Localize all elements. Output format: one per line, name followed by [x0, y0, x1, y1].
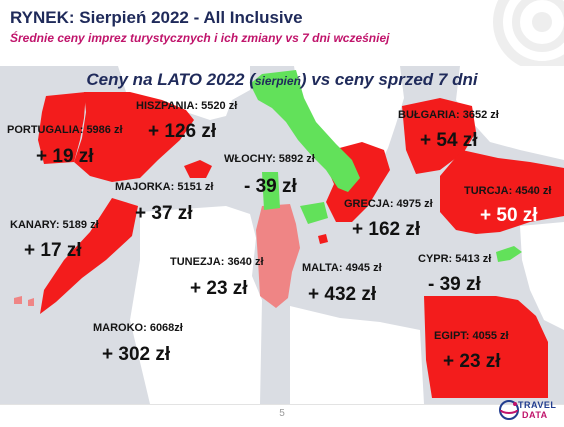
land-egypt — [424, 296, 548, 398]
change-maroko: + 302 zł — [102, 344, 171, 365]
page-subtitle: Średnie ceny imprez turystycznych i ich … — [10, 31, 390, 45]
land-bulgaria — [402, 98, 476, 174]
land-tunisia — [256, 204, 300, 308]
change-tunezja: + 23 zł — [190, 278, 248, 299]
change-malta: + 432 zł — [308, 284, 377, 305]
change-wlochy: - 39 zł — [244, 176, 297, 197]
page-title: RYNEK: Sierpień 2022 - All Inclusive — [10, 8, 303, 27]
land-portugal — [38, 92, 86, 164]
change-turcja: + 50 zł — [480, 205, 538, 226]
land-mallorca — [184, 160, 212, 178]
logo-word-travel: TRAVEL — [518, 400, 557, 410]
label-malta: MALTA: 4945 zł — [302, 262, 382, 274]
land-malta — [318, 234, 328, 244]
land-spain — [74, 92, 194, 182]
label-turcja: TURCJA: 4540 zł — [464, 185, 552, 197]
land-east — [456, 66, 564, 160]
footer-divider — [0, 404, 564, 405]
travel-data-logo: TRAVEL DATA — [498, 398, 560, 422]
change-cypr: - 39 zł — [428, 274, 481, 295]
change-kanary: + 17 zł — [24, 240, 82, 261]
label-majorka: MAJORKA: 5151 zł — [115, 181, 214, 193]
label-cypr: CYPR: 5413 zł — [418, 253, 492, 265]
change-bulgaria: + 54 zł — [420, 130, 478, 151]
label-wlochy: WŁOCHY: 5892 zł — [224, 153, 315, 165]
change-grecja: + 162 zł — [352, 219, 421, 240]
globe-icon — [499, 400, 519, 420]
label-hiszpania: HISZPANIA: 5520 zł — [136, 100, 238, 112]
change-majorka: + 37 zł — [135, 203, 193, 224]
change-hiszpania: + 126 zł — [148, 121, 217, 142]
label-portugalia: PORTUGALIA: 5986 zł — [7, 124, 123, 136]
land-algeria — [130, 206, 262, 404]
label-tunezja: TUNEZJA: 3640 zł — [170, 256, 264, 268]
change-egipt: + 23 zł — [443, 351, 501, 372]
land-levant — [520, 222, 564, 330]
label-kanary: KANARY: 5189 zł — [10, 219, 99, 231]
logo-word-data: DATA — [522, 410, 548, 420]
land-italy — [250, 70, 360, 192]
map-title: Ceny na LATO 2022 (sierpień) vs ceny spr… — [86, 70, 478, 89]
land-turkey — [440, 150, 564, 234]
land-canaries — [14, 296, 34, 306]
land-sicily — [300, 202, 328, 224]
land-sardinia — [262, 172, 280, 210]
land-morocco — [40, 198, 138, 314]
label-egipt: EGIPT: 4055 zł — [434, 330, 509, 342]
land-cyprus — [496, 246, 522, 262]
decorative-circles-graphic — [493, 0, 564, 66]
label-grecja: GRECJA: 4975 zł — [344, 198, 433, 210]
land-france — [118, 66, 250, 120]
change-portugalia: + 19 zł — [36, 146, 94, 167]
mediterranean-map — [14, 66, 564, 404]
label-maroko: MAROKO: 6068zł — [93, 322, 183, 334]
label-bulgaria: BUŁGARIA: 3652 zł — [398, 109, 499, 121]
page-number: 5 — [279, 408, 285, 419]
land-libya — [290, 306, 424, 404]
